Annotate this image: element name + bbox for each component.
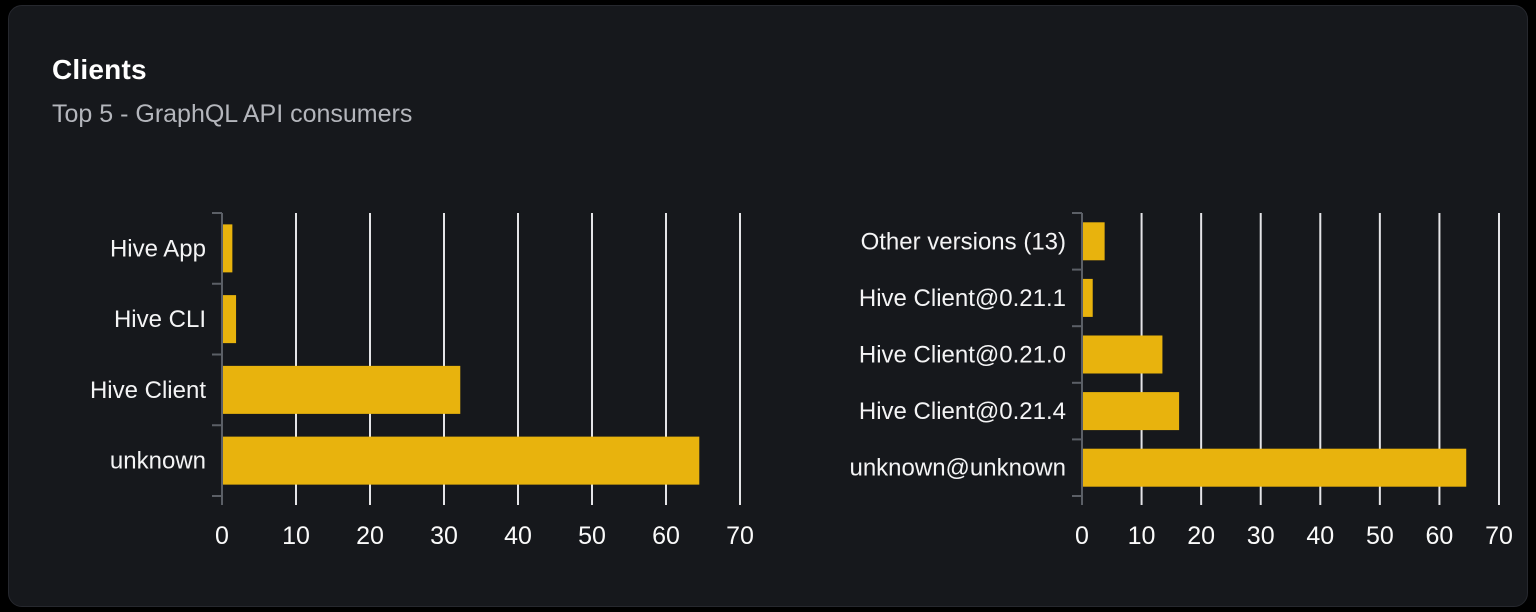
clients-by-version-chart: Other versions (13) Hive Client@0.21.1 Hiv… [829,201,1536,561]
x-tick-label: 60 [652,522,680,550]
bar[interactable] [223,224,233,273]
x-tick-label: 70 [726,522,754,550]
bar-chart-svg: Hive App Hive CLI Hive Client unknown 0 10 20 3… [90,212,754,550]
card-subtitle: Top 5 - GraphQL API consumers [52,99,413,128]
card-header: Clients Top 5 - GraphQL API consumers [52,54,1484,129]
category-label: Other versions (13) [861,228,1066,255]
bar[interactable] [1083,335,1163,374]
category-label: Hive Client@0.21.0 [859,342,1066,369]
x-tick-label: 30 [430,522,458,550]
category-label: Hive App [110,235,206,262]
card-title: Clients [52,54,147,85]
category-label: Hive CLI [114,306,206,333]
x-tick-label: 50 [1366,522,1394,550]
bar[interactable] [1083,222,1105,261]
bar[interactable] [223,295,237,344]
clients-by-name-chart: Hive App Hive CLI Hive Client unknown 0 10 20 3… [64,201,780,561]
x-tick-label: 70 [1485,522,1513,550]
category-label: Hive Client@0.21.1 [859,285,1066,312]
bar[interactable] [1083,392,1180,431]
category-label: Hive Client [90,377,206,404]
x-tick-label: 20 [1187,522,1215,550]
x-tick-label: 50 [578,522,606,550]
x-tick-label: 60 [1426,522,1454,550]
bar[interactable] [1083,448,1467,487]
x-tick-label: 40 [1306,522,1334,550]
x-tick-label: 0 [215,522,229,550]
x-tick-label: 10 [282,522,310,550]
x-tick-label: 20 [356,522,384,550]
clients-card: Clients Top 5 - GraphQL API consumers Hi… [8,5,1528,607]
bar[interactable] [1083,278,1093,317]
x-tick-label: 40 [504,522,532,550]
category-label: Hive Client@0.21.4 [859,398,1066,425]
bar-chart-svg: Other versions (13) Hive Client@0.21.1 Hiv… [849,212,1513,550]
category-label: unknown [110,448,206,475]
bar[interactable] [223,365,461,414]
bar[interactable] [223,436,700,485]
category-label: unknown@unknown [849,455,1066,482]
x-tick-label: 30 [1247,522,1275,550]
x-tick-label: 0 [1075,522,1089,550]
x-tick-label: 10 [1128,522,1156,550]
